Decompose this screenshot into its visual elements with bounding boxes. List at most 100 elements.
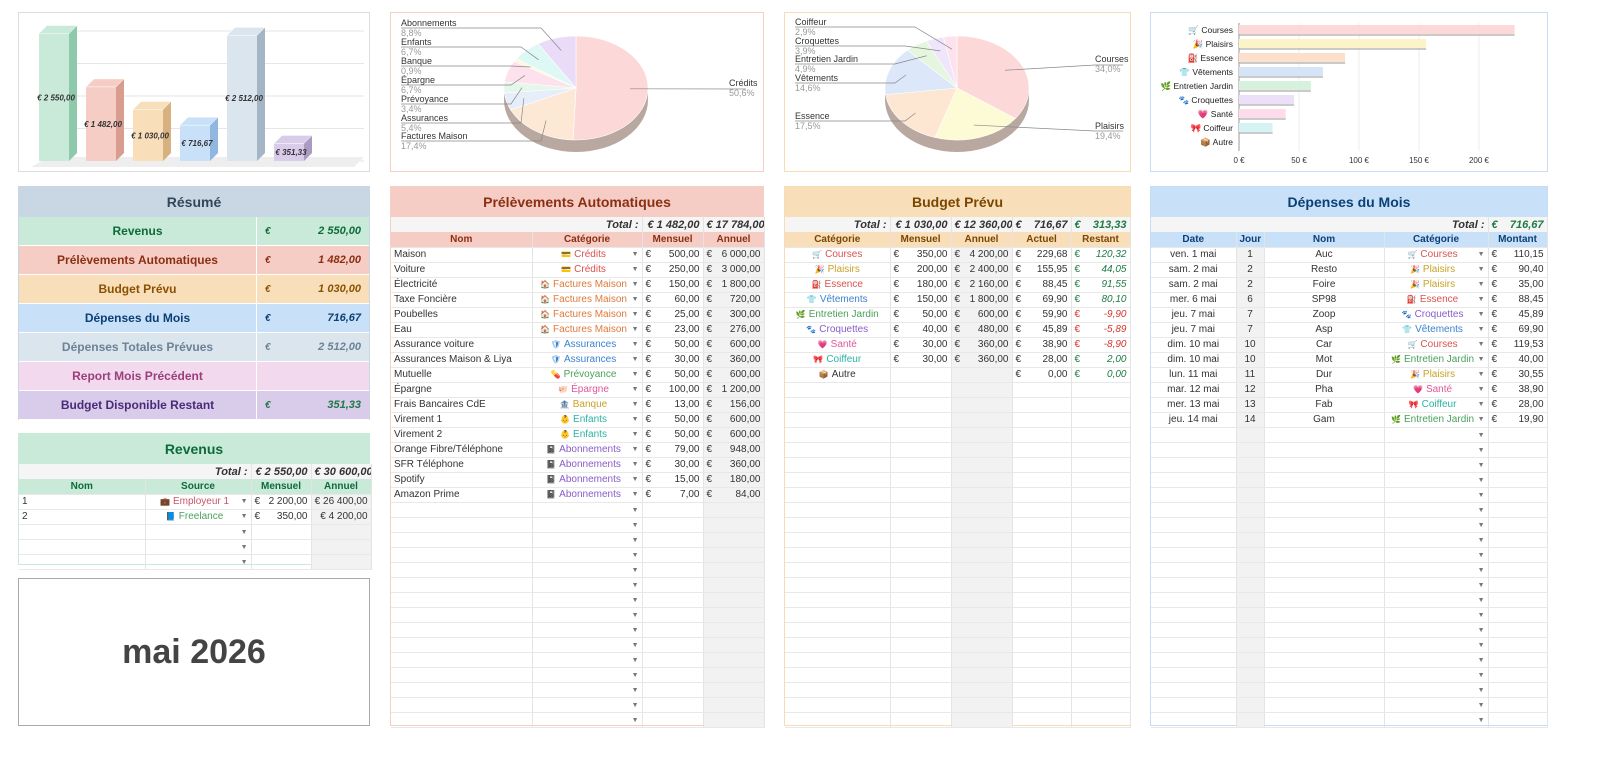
categorie-dropdown[interactable]: ▼ (532, 562, 643, 578)
chevron-down-icon[interactable]: ▼ (1477, 386, 1485, 393)
chevron-down-icon[interactable]: ▼ (1477, 552, 1485, 559)
categorie-dropdown[interactable]: 🌿 Entretien Jardin ▼ (1384, 352, 1489, 368)
depense-montant[interactable]: 28,00 (1500, 397, 1548, 413)
empty-cell[interactable] (391, 517, 533, 533)
categorie-dropdown[interactable]: 👶 Enfants ▼ (532, 427, 643, 443)
empty-cell[interactable] (654, 577, 704, 593)
empty-cell[interactable] (1151, 667, 1237, 683)
empty-cell[interactable] (1264, 712, 1385, 728)
categorie-dropdown[interactable]: 📓 Abonnements ▼ (532, 442, 643, 458)
depense-date[interactable]: sam. 2 mai (1151, 277, 1237, 293)
empty-cell[interactable] (1264, 517, 1385, 533)
empty-cell[interactable] (1500, 712, 1548, 728)
empty-cell[interactable] (1151, 517, 1237, 533)
chevron-down-icon[interactable]: ▼ (1477, 416, 1485, 423)
chevron-down-icon[interactable]: ▼ (1477, 462, 1485, 469)
prelevement-mensuel[interactable]: 30,00 (654, 352, 704, 368)
prelevement-mensuel[interactable]: 30,00 (654, 457, 704, 473)
chevron-down-icon[interactable]: ▼ (1477, 341, 1485, 348)
categorie-dropdown[interactable]: 💊 Prévoyance ▼ (532, 367, 643, 383)
chevron-down-icon[interactable]: ▼ (1477, 447, 1485, 454)
empty-cell[interactable] (654, 592, 704, 608)
categorie-dropdown[interactable]: 🏦 Banque ▼ (532, 397, 643, 413)
categorie-dropdown[interactable]: ▼ (532, 607, 643, 623)
categorie-dropdown[interactable]: ▼ (1384, 517, 1489, 533)
empty-cell[interactable] (654, 667, 704, 683)
categorie-dropdown[interactable]: ▼ (1384, 577, 1489, 593)
revenu-nom[interactable]: 2 (19, 509, 146, 525)
chevron-down-icon[interactable]: ▼ (631, 552, 639, 559)
chevron-down-icon[interactable]: ▼ (1477, 356, 1485, 363)
empty-cell[interactable] (263, 524, 312, 540)
budget-mensuel[interactable]: 150,00 (902, 292, 952, 308)
prelevement-nom[interactable]: Eau (391, 322, 533, 338)
categorie-dropdown[interactable]: ▼ (1384, 532, 1489, 548)
chevron-down-icon[interactable]: ▼ (1477, 642, 1485, 649)
depense-date[interactable]: jeu. 14 mai (1151, 412, 1237, 428)
depense-montant[interactable]: 38,90 (1500, 382, 1548, 398)
empty-cell[interactable] (654, 547, 704, 563)
chevron-down-icon[interactable]: ▼ (631, 386, 639, 393)
empty-cell[interactable] (654, 637, 704, 653)
categorie-dropdown[interactable]: 🛡 Assurances ▼ (532, 352, 643, 368)
prelevement-nom[interactable]: Virement 1 (391, 412, 533, 428)
prelevement-nom[interactable]: Poubelles (391, 307, 533, 323)
depense-montant[interactable]: 45,89 (1500, 307, 1548, 323)
depense-date[interactable]: sam. 2 mai (1151, 262, 1237, 278)
chevron-down-icon[interactable]: ▼ (631, 461, 639, 468)
empty-cell[interactable] (1151, 622, 1237, 638)
chevron-down-icon[interactable]: ▼ (631, 672, 639, 679)
chevron-down-icon[interactable]: ▼ (631, 582, 639, 589)
prelevement-mensuel[interactable]: 60,00 (654, 292, 704, 308)
prelevement-mensuel[interactable]: 50,00 (654, 412, 704, 428)
chevron-down-icon[interactable]: ▼ (1477, 507, 1485, 514)
empty-cell[interactable] (1264, 427, 1385, 443)
empty-cell[interactable] (1151, 547, 1237, 563)
chevron-down-icon[interactable]: ▼ (631, 266, 639, 273)
chevron-down-icon[interactable]: ▼ (1477, 371, 1485, 378)
categorie-dropdown[interactable]: 🏠 Factures Maison ▼ (532, 307, 643, 323)
empty-cell[interactable] (1500, 652, 1548, 668)
empty-cell[interactable] (654, 682, 704, 698)
categorie-dropdown[interactable]: 🎉 Plaisirs ▼ (1384, 277, 1489, 293)
depense-nom[interactable]: Auc (1264, 247, 1385, 263)
chevron-down-icon[interactable]: ▼ (1477, 672, 1485, 679)
categorie-dropdown[interactable]: ▼ (532, 652, 643, 668)
budget-mensuel[interactable]: 30,00 (902, 352, 952, 368)
chevron-down-icon[interactable]: ▼ (631, 687, 639, 694)
budget-mensuel[interactable]: 50,00 (902, 307, 952, 323)
depense-nom[interactable]: Foire (1264, 277, 1385, 293)
prelevement-mensuel[interactable]: 50,00 (654, 337, 704, 353)
depense-nom[interactable]: Resto (1264, 262, 1385, 278)
prelevement-nom[interactable]: Taxe Foncière (391, 292, 533, 308)
empty-cell[interactable] (391, 607, 533, 623)
empty-cell[interactable] (1264, 472, 1385, 488)
categorie-dropdown[interactable]: 🛡 Assurances ▼ (532, 337, 643, 353)
depense-nom[interactable]: Asp (1264, 322, 1385, 338)
chevron-down-icon[interactable]: ▼ (631, 281, 639, 288)
chevron-down-icon[interactable]: ▼ (240, 559, 248, 566)
budget-mensuel[interactable]: 180,00 (902, 277, 952, 293)
categorie-dropdown[interactable]: 📓 Abonnements ▼ (532, 487, 643, 503)
empty-cell[interactable] (391, 577, 533, 593)
chevron-down-icon[interactable]: ▼ (1477, 477, 1485, 484)
depense-nom[interactable]: Pha (1264, 382, 1385, 398)
empty-cell[interactable] (1500, 622, 1548, 638)
depense-date[interactable]: dim. 10 mai (1151, 337, 1237, 353)
empty-cell[interactable] (1151, 502, 1237, 518)
chevron-down-icon[interactable]: ▼ (240, 544, 248, 551)
chevron-down-icon[interactable]: ▼ (631, 642, 639, 649)
empty-cell[interactable] (1264, 502, 1385, 518)
categorie-dropdown[interactable]: 👶 Enfants ▼ (532, 412, 643, 428)
source-dropdown[interactable]: ▼ (145, 554, 252, 570)
categorie-dropdown[interactable]: 🛒 Courses ▼ (1384, 337, 1489, 353)
empty-cell[interactable] (1151, 562, 1237, 578)
prelevement-mensuel[interactable]: 150,00 (654, 277, 704, 293)
empty-cell[interactable] (1500, 532, 1548, 548)
prelevement-nom[interactable]: Frais Bancaires CdE (391, 397, 533, 413)
depense-montant[interactable]: 30,55 (1500, 367, 1548, 383)
chevron-down-icon[interactable]: ▼ (1477, 627, 1485, 634)
categorie-dropdown[interactable]: ▼ (1384, 652, 1489, 668)
categorie-dropdown[interactable]: ▼ (1384, 487, 1489, 503)
empty-cell[interactable] (1500, 667, 1548, 683)
